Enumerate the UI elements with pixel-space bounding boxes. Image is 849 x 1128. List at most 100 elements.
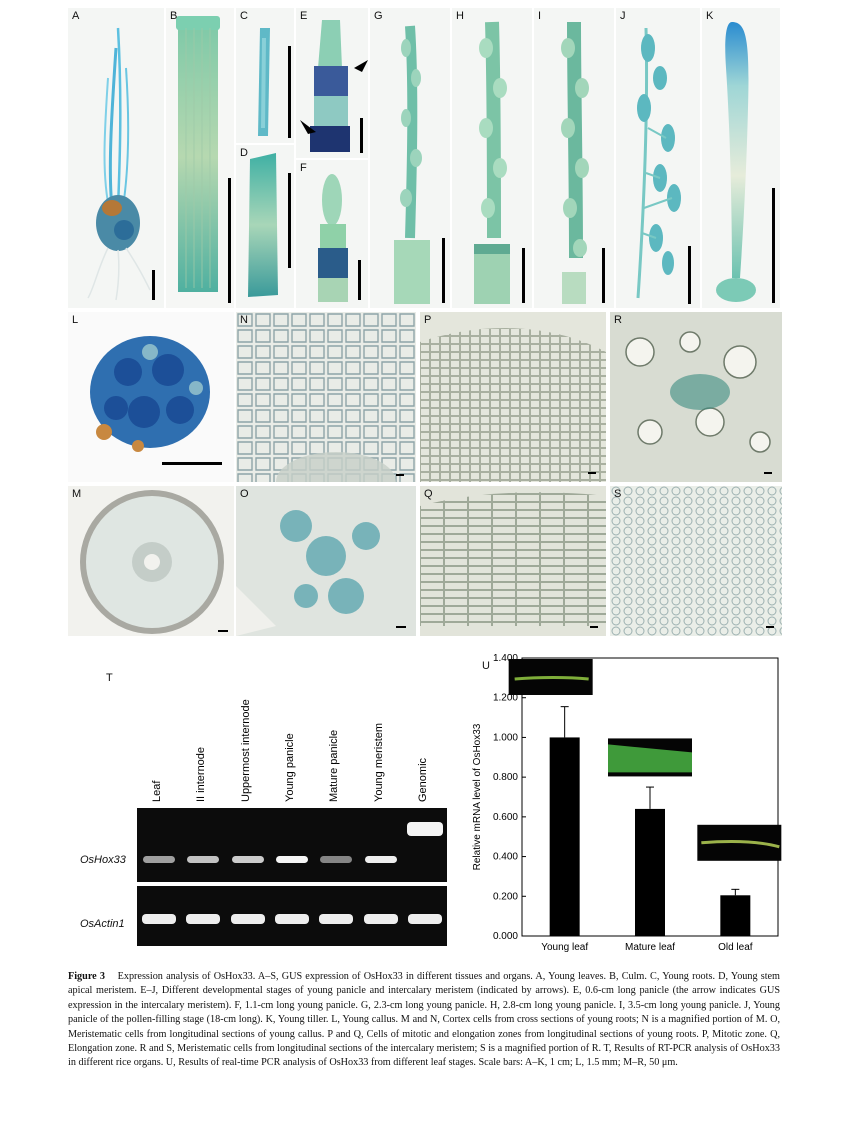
cortex-cells-magnified-micrograph [236,312,416,482]
panel-label-m: M [72,488,82,500]
band-oshox33 [364,856,397,863]
panel-label-r: R [614,314,622,326]
panel-label-o: O [240,488,249,500]
leaf-icon [608,744,692,773]
bar [720,895,751,936]
scale-bar [218,630,228,632]
figure-label: Figure 3 [68,971,105,982]
panel-label-s: S [614,488,622,500]
scale-bar [396,474,404,476]
leaf-icon [701,840,780,849]
callus-meristematic-cells-micrograph [236,510,380,636]
band-osactin1 [142,914,177,924]
band-genomic [406,822,443,836]
lane-label: Mature panicle [328,729,341,802]
panel-label-l: L [72,314,79,326]
arrow-icon [300,120,316,134]
root-cross-section-micrograph [80,490,224,634]
panel-label-h: H [456,10,464,22]
young-leaves-photo [87,27,151,301]
scale-bar [588,472,596,474]
figure-caption: Figure 3 Expression analysis of OsHox33.… [68,970,780,1071]
scale-bar [442,238,445,303]
band-oshox33 [276,856,308,863]
panel-a: A [68,8,164,308]
panel-h: H [452,8,532,308]
bar [635,808,665,936]
y-tick-label: 0.000 [493,931,518,942]
panel-label-a: A [72,10,80,22]
x-tick-label: Young leaf [541,942,588,953]
bar [549,737,580,936]
lane-label: Young meristem [372,722,385,802]
panel-label-f: F [300,162,307,174]
y-tick-label: 0.600 [493,812,518,823]
panel-q: Q [420,486,606,636]
panel-label-u: U [482,660,490,672]
panel-n: N [236,312,416,482]
lane-label: Uppermost internode [239,699,252,802]
panel-label-j: J [620,10,626,22]
gel-oshox33 [137,808,447,882]
panicle-1-1cm-photo [318,174,348,302]
intercalary-meristem-micrograph [625,331,771,453]
scale-bar [688,246,691,304]
scale-bar [228,178,231,303]
panel-i: I [534,8,614,308]
leaf-icon [514,676,589,681]
scale-bar [764,472,772,474]
panicle-2-8cm-photo [474,21,510,304]
young-roots-photo [258,28,270,136]
panel-label-t: T [106,672,113,684]
arrow-icon [354,60,368,72]
panicle-3-5cm-photo [561,21,589,304]
panicle-pollen-filling-photo [636,27,681,299]
panel-label-n: N [240,314,248,326]
panel-k: K [702,8,780,308]
lane-label: Young panicle [284,733,296,802]
panel-label-d: D [240,147,248,159]
scale-bar [162,462,222,465]
gene-label-oshox33: OsHox33 [80,854,126,866]
y-tick-label: 1.200 [493,693,518,704]
y-tick-label: 0.800 [493,772,518,783]
panel-label-b: B [170,10,178,22]
scale-bar [152,270,155,300]
gene-label-osactin1: OsActin1 [80,918,125,930]
band-oshox33 [231,856,264,863]
scale-bar [288,173,291,268]
scale-bar [288,46,291,138]
panel-b: B [166,8,234,308]
intercalary-meristem-magnified-micrograph [610,486,782,636]
culm-photo [176,16,220,292]
scale-bar [522,248,525,303]
panicle-0-6cm-photo [300,20,368,152]
scale-bar [772,188,775,303]
lane-label: Genomic [416,757,429,802]
band-osactin1 [230,914,265,924]
panel-l: L [68,312,234,482]
panel-label-k: K [706,10,714,22]
y-tick-label: 1.400 [493,653,518,664]
scale-bar [360,118,363,153]
mitotic-zone-micrograph [420,328,606,482]
panel-label-q: Q [424,488,433,500]
panel-s: S [610,486,782,636]
band-osactin1 [407,914,442,924]
panel-label-i: I [538,10,542,22]
y-tick-label: 0.400 [493,852,518,863]
scale-bar [602,248,605,303]
panel-label-g: G [374,10,383,22]
panel-label-p: P [424,314,432,326]
panicle-2-3cm-photo [394,25,430,304]
panel-d: D [236,145,294,308]
panel-r: R [610,312,782,482]
panel-c: C [236,8,294,143]
scale-bar [590,626,598,628]
panel-p: P [420,312,606,482]
x-tick-label: Old leaf [718,942,753,953]
panel-j: J [616,8,700,308]
band-osactin1 [363,914,398,924]
panel-f: F [296,160,368,308]
band-osactin1 [186,914,221,924]
